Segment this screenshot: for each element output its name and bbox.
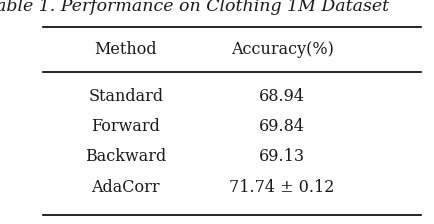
Text: 68.94: 68.94 — [259, 88, 305, 105]
Text: 71.74 ± 0.12: 71.74 ± 0.12 — [230, 179, 335, 196]
Text: 69.13: 69.13 — [259, 148, 305, 165]
Text: AdaCorr: AdaCorr — [92, 179, 160, 196]
Text: Accuracy(%): Accuracy(%) — [230, 41, 334, 58]
Text: Forward: Forward — [92, 118, 160, 135]
Text: 69.84: 69.84 — [259, 118, 305, 135]
Text: Standard: Standard — [88, 88, 164, 105]
Text: Backward: Backward — [85, 148, 167, 165]
Text: able 1. Performance on Clothing 1M Dataset: able 1. Performance on Clothing 1M Datas… — [0, 0, 389, 15]
Text: Method: Method — [95, 41, 157, 58]
